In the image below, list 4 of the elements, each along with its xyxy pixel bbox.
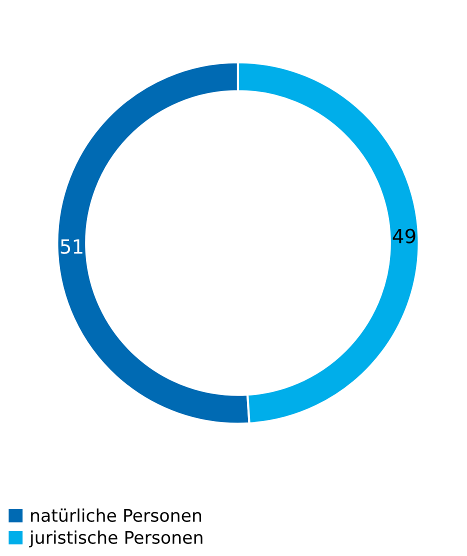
data-label: 51 [60,239,82,254]
data-label: 49 [392,228,416,244]
legend-label: natürliche Personen [31,508,202,522]
legend-label: juristische Personen [29,530,202,548]
